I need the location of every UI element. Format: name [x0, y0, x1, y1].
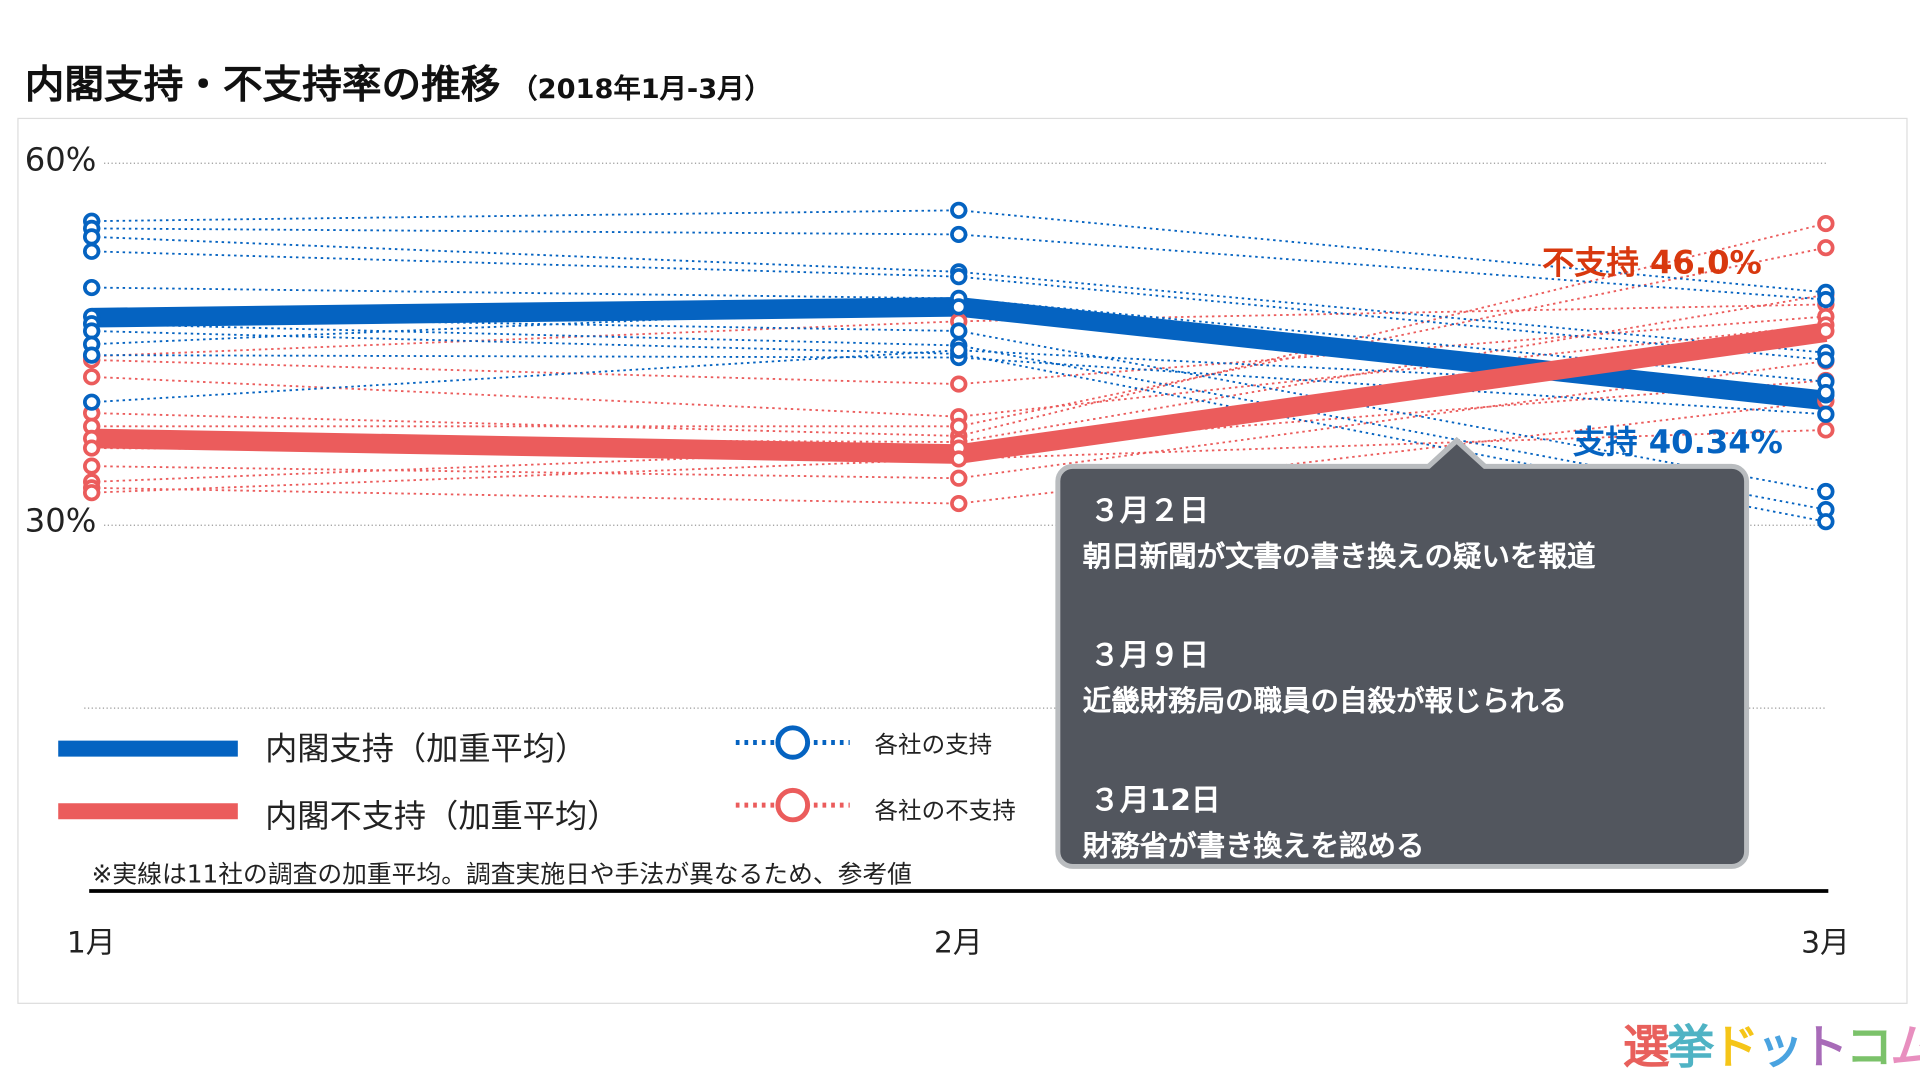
- company-nonsupport-point: [950, 494, 968, 513]
- company-support-point: [1817, 291, 1835, 309]
- event-date: ３月２日: [1090, 493, 1209, 528]
- legend-swatch-support-each-marker: [775, 725, 811, 760]
- company-support-point: [950, 322, 968, 340]
- company-nonsupport-point: [950, 450, 968, 468]
- logo-char: コ: [1845, 1019, 1893, 1074]
- event-date: ３月12日: [1090, 783, 1221, 818]
- company-nonsupport-point: [82, 439, 101, 457]
- company-nonsupport-point: [1817, 322, 1835, 340]
- company-support-point: [950, 268, 968, 286]
- events-tooltip: ３月２日 朝日新聞が文書の書き換えの疑いを報道 ３月９日 近畿財務局の職員の自殺…: [1055, 463, 1750, 869]
- company-nonsupport-point: [950, 375, 968, 393]
- y-tick-label-30: 30%: [24, 503, 97, 541]
- legend-support-avg: 内閣支持（加重平均）: [265, 731, 588, 769]
- company-support-point: [82, 346, 101, 364]
- event-text: 朝日新聞が文書の書き換えの疑いを報道: [1082, 541, 1596, 574]
- support-value-label: 支持 40.34%: [1573, 424, 1783, 462]
- company-support-point: [82, 228, 101, 246]
- x-tick-label-mar: 3月: [1801, 925, 1850, 960]
- company-nonsupport-point: [82, 457, 101, 475]
- company-nonsupport-point: [1817, 239, 1835, 257]
- company-support-point: [82, 278, 101, 297]
- company-support-point: [950, 225, 968, 244]
- legend-swatch-nonsupport-each-marker: [775, 787, 811, 823]
- legend-nonsupport-avg: 内閣不支持（加重平均）: [265, 798, 620, 836]
- nonsupport-value-label: 不支持 46.0%: [1542, 245, 1762, 283]
- company-nonsupport-point: [82, 368, 101, 386]
- legend-support-each: 各社の支持: [874, 731, 993, 759]
- logo-char: ッ: [1756, 1019, 1804, 1074]
- title-text: 内閣支持・不支持率の推移: [24, 61, 501, 109]
- company-support-point: [950, 201, 968, 219]
- company-nonsupport-point: [950, 469, 968, 487]
- logo-char: ド: [1711, 1019, 1759, 1074]
- company-support-point: [1817, 513, 1835, 531]
- logo-char: 挙: [1667, 1019, 1714, 1074]
- logo-char: 選: [1622, 1019, 1670, 1074]
- chart-title: 内閣支持・不支持率の推移 （2018年1月-3月）: [25, 54, 772, 110]
- logo-char: ム: [1890, 1020, 1920, 1074]
- footnote: ※実線は11社の調査の加重平均。調査実施日や手法が異なるため、参考値: [91, 859, 912, 889]
- company-support-point: [1817, 405, 1835, 423]
- company-support-point: [950, 341, 968, 359]
- company-support-point: [1817, 482, 1835, 501]
- company-support-point: [82, 393, 101, 411]
- x-tick-label-jan: 1月: [66, 925, 116, 960]
- tooltip-arrow-fill: [1426, 444, 1487, 472]
- company-support-point: [1817, 351, 1835, 369]
- company-nonsupport-point: [1817, 421, 1835, 439]
- x-tick-label-feb: 2月: [933, 925, 983, 960]
- legend-nonsupport-each: 各社の不支持: [874, 797, 1016, 825]
- company-nonsupport-point: [82, 484, 101, 502]
- y-tick-label-60: 60%: [24, 142, 97, 180]
- company-support-point: [1817, 383, 1835, 402]
- logo: 選挙ドットコム: [1623, 1009, 1920, 1077]
- logo-char: ト: [1801, 1019, 1848, 1074]
- company-nonsupport-point: [950, 417, 968, 435]
- chart-frame: [17, 117, 1908, 1004]
- company-nonsupport-point: [1817, 214, 1835, 233]
- subtitle-text: （2018年1月-3月）: [510, 74, 772, 106]
- company-support-point: [82, 242, 101, 260]
- event-text: 財務省が書き換えを認める: [1082, 830, 1425, 863]
- company-support-point: [950, 298, 968, 316]
- event-date: ３月９日: [1090, 638, 1209, 673]
- event-text: 近畿財務局の職員の自殺が報じられる: [1082, 686, 1567, 718]
